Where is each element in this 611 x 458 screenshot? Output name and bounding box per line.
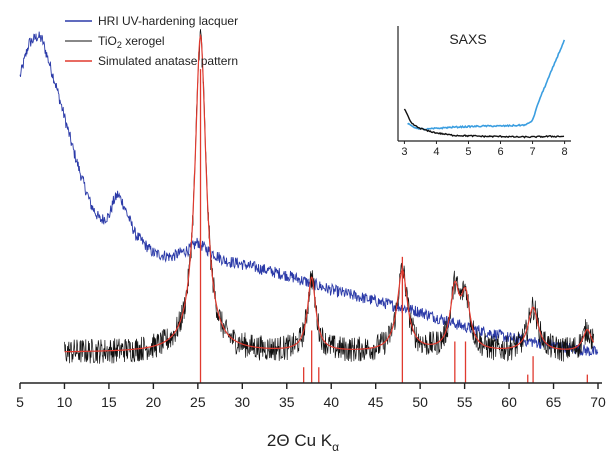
x-tick-label: 65 xyxy=(546,394,562,410)
inset-background xyxy=(397,24,571,142)
series-line-lacquer xyxy=(19,31,599,357)
legend-label-xerogel-sub: 2 xyxy=(117,40,122,50)
x-axis-label-subscript: α xyxy=(332,440,339,454)
x-tick-label: 35 xyxy=(279,394,295,410)
x-tick-label: 5 xyxy=(16,394,24,410)
main-plot-area: 5 10 15 20 25 30 35 40 45 50 55 60 65 70 2Θ Cu Kα xyxy=(16,28,606,454)
x-tick-label: 70 xyxy=(590,394,606,410)
inset-tick-label: 7 xyxy=(529,146,535,158)
x-tick-label: 50 xyxy=(412,394,428,410)
x-axis-label: 2Θ Cu Kα xyxy=(267,431,339,454)
x-tick-label: 20 xyxy=(146,394,162,410)
legend: HRI UV-hardening lacquer TiO2 xerogel Si… xyxy=(65,14,238,68)
inset-series-blue xyxy=(407,39,566,131)
x-axis-label-main: 2Θ Cu K xyxy=(267,431,333,450)
x-tick-label: 45 xyxy=(368,394,384,410)
x-tick-label: 15 xyxy=(101,394,117,410)
inset-title: SAXS xyxy=(449,31,486,47)
series-line-simulated xyxy=(64,33,595,353)
inset-tick-label: 3 xyxy=(401,146,407,158)
legend-label-xerogel-rest: xerogel xyxy=(122,34,165,48)
series-line-xerogel xyxy=(64,28,594,364)
inset-tick-label: 8 xyxy=(562,146,568,158)
legend-label-xerogel-main: TiO xyxy=(98,34,117,48)
x-tick-label: 25 xyxy=(190,394,206,410)
inset-series-black xyxy=(403,108,565,139)
x-tick-label: 55 xyxy=(457,394,473,410)
inset-series-layer xyxy=(403,39,566,139)
series-layer xyxy=(19,28,599,383)
inset-tick-label: 4 xyxy=(433,146,439,158)
inset-x-ticks: 3 4 5 6 7 8 xyxy=(401,141,568,158)
legend-label-xerogel: TiO2 xerogel xyxy=(98,34,165,50)
saxs-inset: SAXS 3 4 5 6 7 8 xyxy=(397,24,571,158)
x-tick-label: 40 xyxy=(323,394,339,410)
x-axis-ticks: 5 10 15 20 25 30 35 40 45 50 55 60 65 70 xyxy=(16,383,606,410)
x-tick-label: 30 xyxy=(235,394,251,410)
legend-label-lacquer: HRI UV-hardening lacquer xyxy=(98,14,238,28)
inset-tick-label: 5 xyxy=(465,146,471,158)
legend-label-simulated: Simulated anatase pattern xyxy=(98,54,238,68)
x-tick-label: 10 xyxy=(57,394,73,410)
x-tick-label: 60 xyxy=(501,394,517,410)
inset-tick-label: 6 xyxy=(497,146,503,158)
